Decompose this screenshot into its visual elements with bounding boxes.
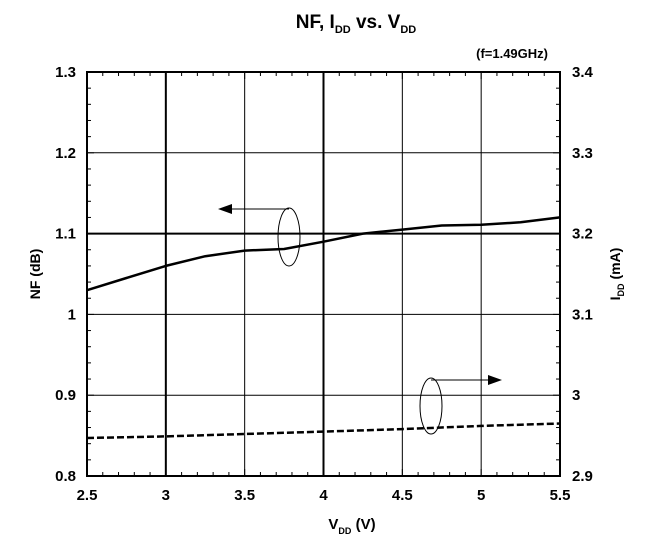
x-tick-label: 4 xyxy=(319,487,328,504)
title-sub2: DD xyxy=(400,24,416,36)
grid xyxy=(87,72,560,476)
y-right-label-unit: (mA) xyxy=(607,248,623,284)
y-left-tick-label: 1.2 xyxy=(55,145,76,162)
y-right-tick-label: 3 xyxy=(572,387,580,404)
idd-arrow-head xyxy=(488,375,502,385)
tick-labels: 2.5 3 3.5 4 4.5 5 5.5 0.8 0.9 1 1.1 1.2 1.3 2.9 3 3.1 3.… xyxy=(55,64,593,504)
y-left-tick-label: 0.9 xyxy=(55,387,76,404)
x-label-sub: DD xyxy=(338,526,351,536)
y-right-tick-label: 3.1 xyxy=(572,306,593,323)
series-group xyxy=(86,216,561,440)
x-tick-label: 5 xyxy=(477,487,485,504)
y-left-label: NF (dB) xyxy=(27,249,43,300)
y-right-label: IDD (mA) xyxy=(607,248,626,301)
y-right-label-main: I xyxy=(607,296,623,300)
x-label-unit: (V) xyxy=(351,516,375,533)
chart-title: NF, IDD vs. VDD xyxy=(296,12,417,36)
x-tick-label: 4.5 xyxy=(392,487,413,504)
y-left-tick-label: 1 xyxy=(68,306,76,323)
nf-series-line xyxy=(86,216,561,292)
x-label: VDD (V) xyxy=(328,516,375,536)
annotation-idd xyxy=(419,375,502,435)
y-right-tick-label: 3.3 xyxy=(572,145,593,162)
idd-series-line xyxy=(86,422,561,440)
nf-arrow-head xyxy=(218,204,232,214)
x-tick-label: 2.5 xyxy=(77,487,98,504)
y-right-label-sub: DD xyxy=(616,283,626,296)
title-sub1: DD xyxy=(335,24,351,36)
idd-ellipse xyxy=(419,377,443,435)
title-main: NF, I xyxy=(296,12,335,33)
y-left-tick-label: 0.8 xyxy=(55,468,76,485)
x-tick-label: 3.5 xyxy=(234,487,255,504)
y-left-tick-label: 1.1 xyxy=(55,226,76,243)
plot-frame xyxy=(86,71,561,477)
y-right-tick-label: 2.9 xyxy=(572,468,593,485)
title-note: (f=1.49GHz) xyxy=(476,46,548,61)
nf-ellipse xyxy=(277,207,301,267)
y-left-tick-label: 1.3 xyxy=(55,64,76,81)
x-label-main: V xyxy=(328,516,338,533)
y-right-tick-label: 3.4 xyxy=(572,64,594,81)
x-tick-label: 3 xyxy=(162,487,170,504)
x-tick-label: 5.5 xyxy=(550,487,571,504)
title-mid: vs. V xyxy=(351,12,401,33)
y-right-tick-label: 3.2 xyxy=(572,226,593,243)
annotation-nf xyxy=(218,204,301,267)
